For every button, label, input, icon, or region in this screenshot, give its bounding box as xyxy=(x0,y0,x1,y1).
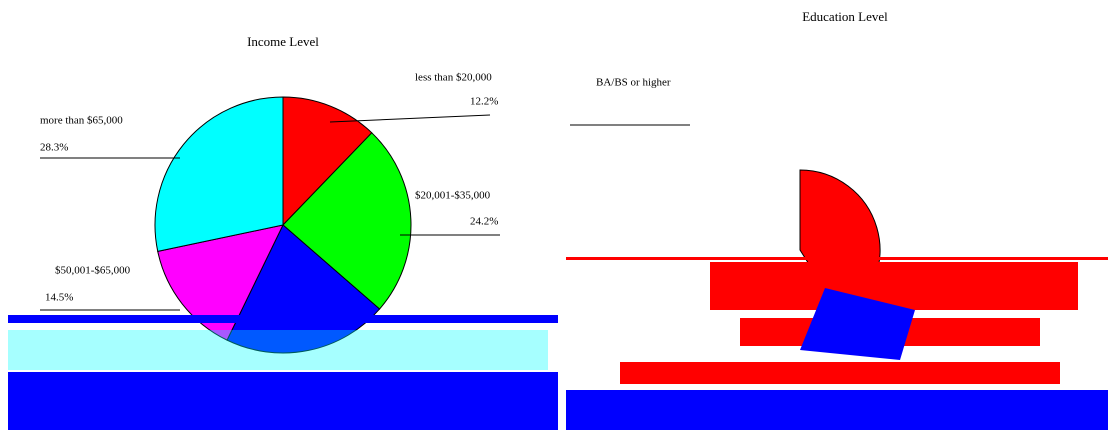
slice-label: BA/BS or higher xyxy=(596,77,671,89)
pie-slice xyxy=(154,96,284,252)
render-artifacts xyxy=(8,257,1108,430)
slice-label: $50,001-$65,000 xyxy=(55,265,131,277)
artifact xyxy=(8,372,558,430)
artifact xyxy=(566,257,1108,260)
artifact xyxy=(8,315,558,323)
pie: less than $20,000 12.2% $20,001-$35,000 24.… xyxy=(40,72,498,354)
leader-line xyxy=(329,114,491,123)
value-label: 14.5% xyxy=(45,292,73,304)
artifact xyxy=(800,288,915,360)
pie-slice xyxy=(282,96,373,227)
chart-title: Education Level xyxy=(802,9,888,24)
artifact xyxy=(620,362,1060,384)
artifact xyxy=(710,262,1078,310)
pie-slice xyxy=(282,132,412,310)
slice-label: less than $20,000 xyxy=(415,72,492,84)
slice-label: $20,001-$35,000 xyxy=(415,190,491,202)
value-label: 12.2% xyxy=(470,96,498,108)
pie-slice xyxy=(157,224,284,341)
artifact xyxy=(566,390,1108,430)
leader-lines xyxy=(40,114,690,311)
value-label: 28.3% xyxy=(40,142,68,154)
artifact xyxy=(8,330,548,370)
value-label: 24.2% xyxy=(470,216,498,228)
slice-label: more than $65,000 xyxy=(40,115,123,127)
chart-title: Income Level xyxy=(247,34,319,49)
